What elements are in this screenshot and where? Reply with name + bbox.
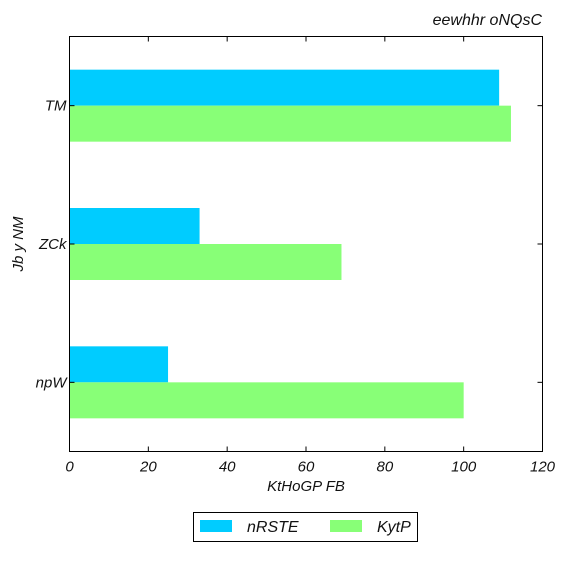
bar-nRSTE-TM [69, 69, 500, 106]
x-tick-label: 60 [298, 459, 315, 476]
legend-label-nRSTE: nRSTE [247, 519, 299, 536]
x-axis-label: KtHoGP FB [267, 478, 345, 495]
ticks-group: 0 20 40 60 80 100 120 npW ZCk TM [36, 36, 556, 476]
x-tick-label: 20 [139, 459, 157, 476]
x-tick-label: 120 [530, 459, 556, 476]
bars-group [69, 69, 511, 419]
y-tick-label: ZCk [38, 236, 68, 253]
bar-nRSTE-npW [69, 346, 169, 383]
x-tick-label: 100 [451, 459, 477, 476]
x-tick-label: 0 [65, 459, 74, 476]
legend-swatch-nRSTE [200, 520, 232, 532]
legend-label-KytP: KytP [377, 519, 411, 536]
legend: nRSTE KytP [193, 512, 418, 542]
bar-KytP-npW [69, 382, 464, 419]
bar-KytP-TM [69, 105, 511, 142]
x-tick-label: 40 [219, 459, 236, 476]
y-axis-label: Jb y NM [10, 216, 27, 273]
bar-nRSTE-ZCk [69, 208, 200, 244]
legend-swatch-KytP [330, 520, 362, 532]
y-tick-label: TM [45, 98, 67, 115]
y-tick-label: npW [36, 374, 69, 391]
bar-KytP-ZCk [69, 244, 342, 280]
x-tick-label: 80 [376, 459, 393, 476]
chart-title: eewhhr oNQsC [433, 12, 543, 29]
